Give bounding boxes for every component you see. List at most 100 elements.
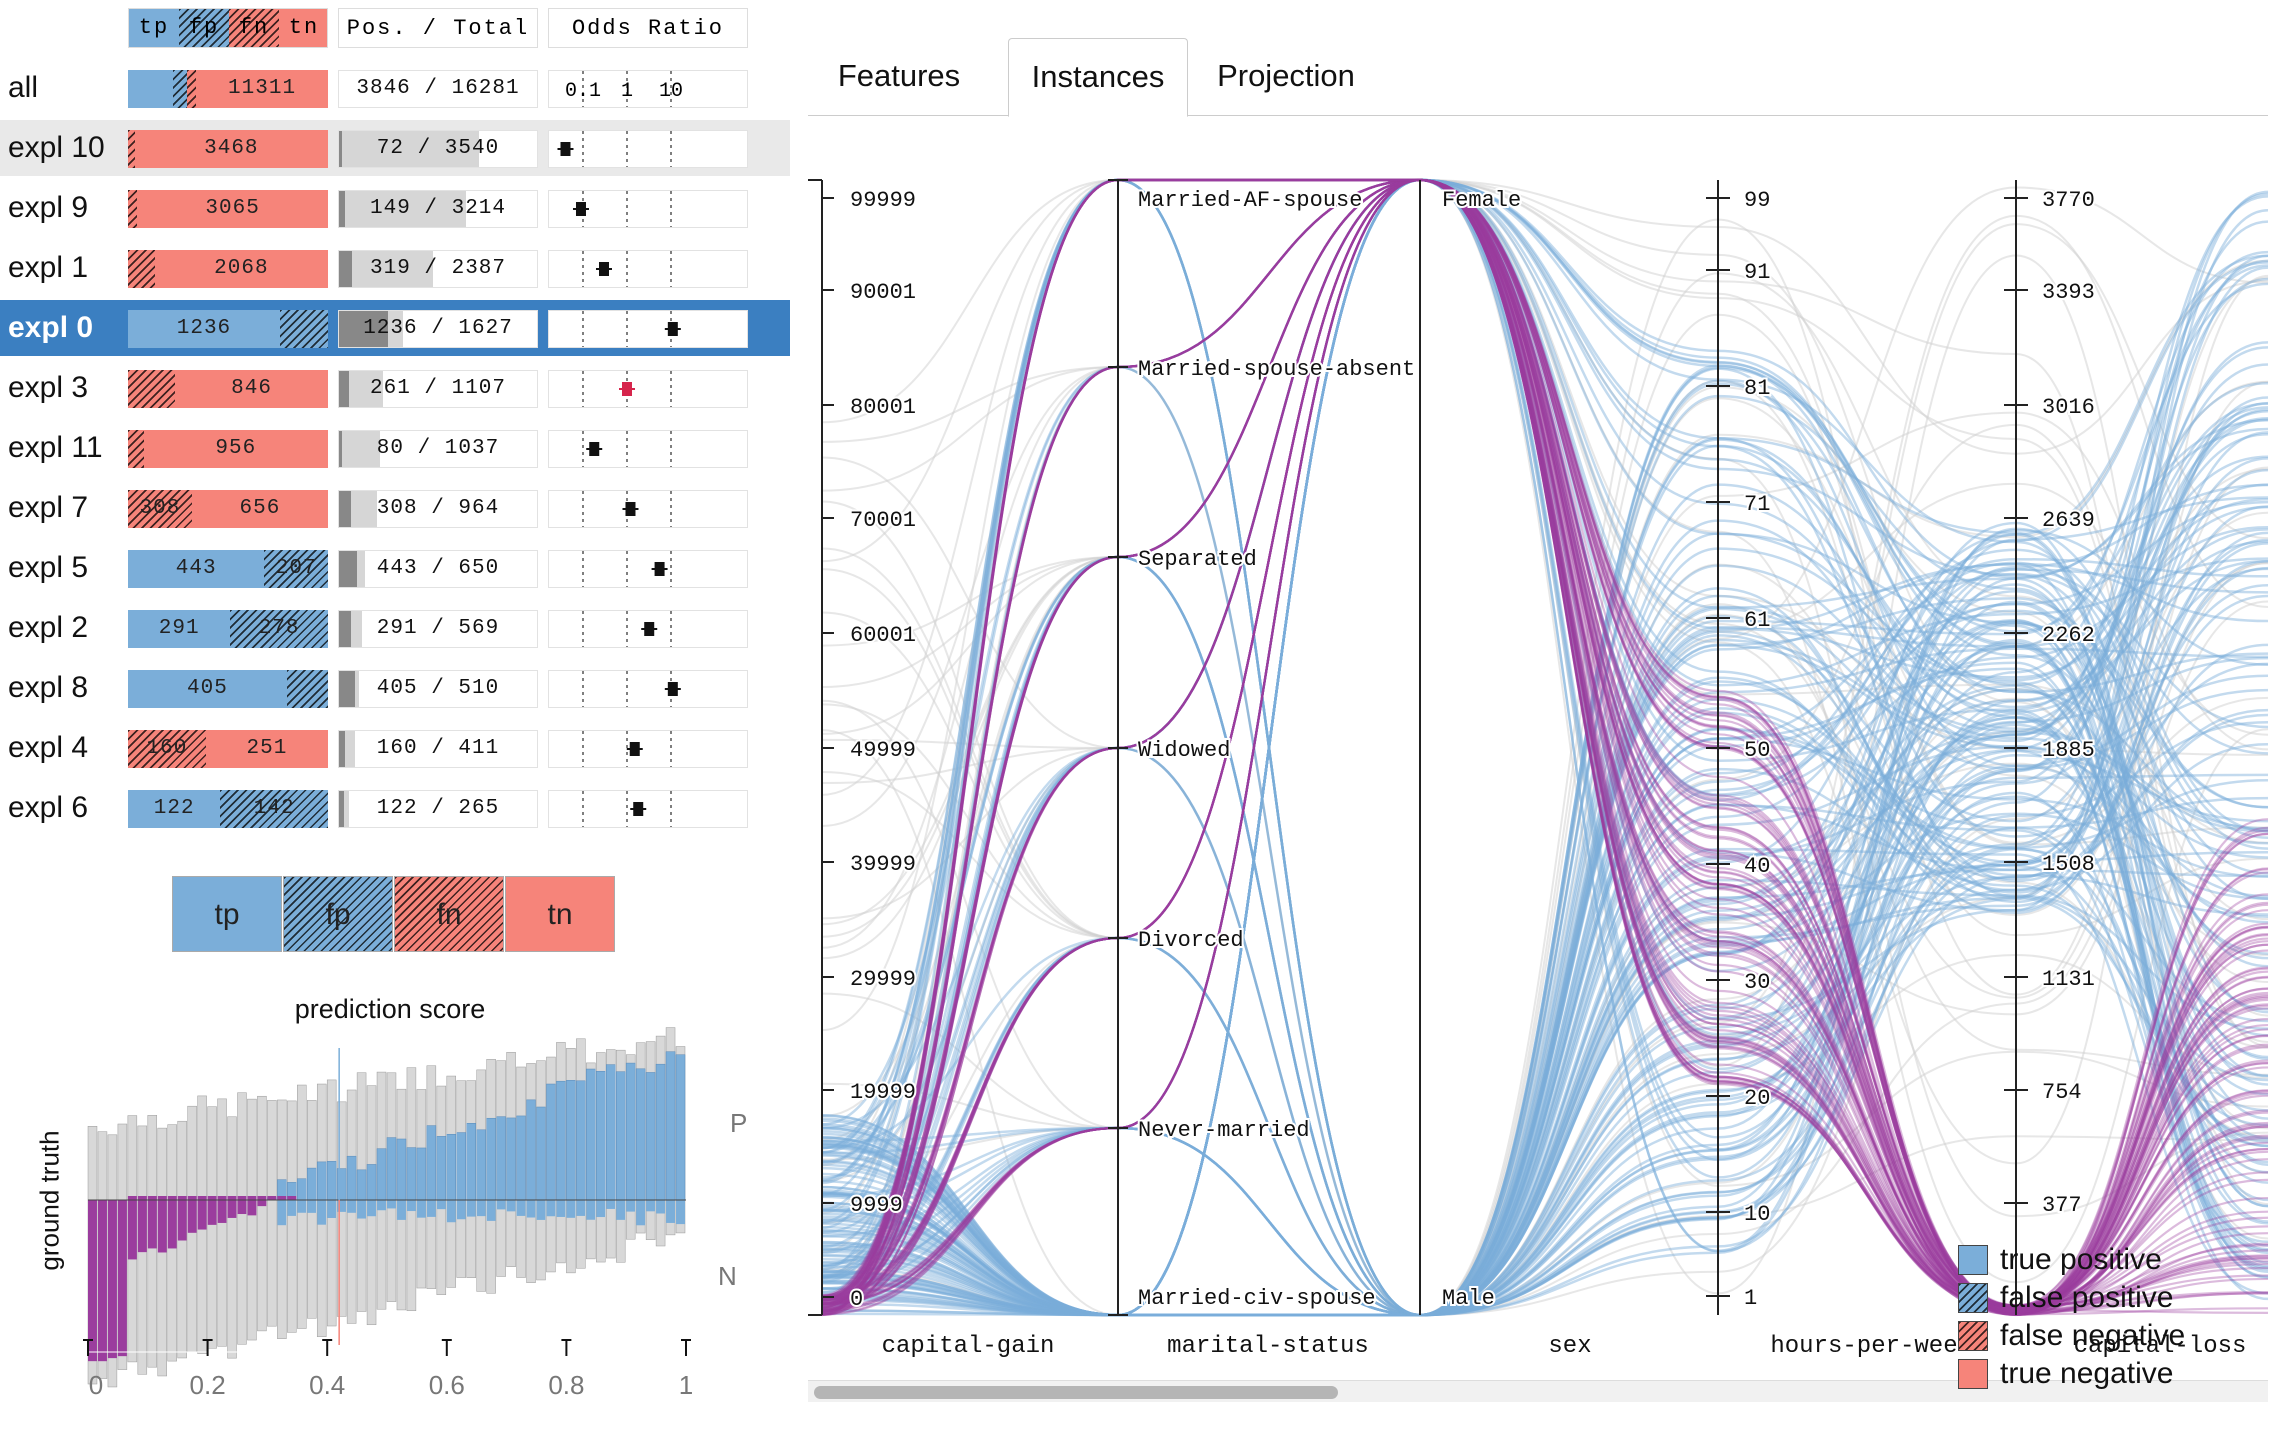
line-blue bbox=[821, 431, 2269, 1317]
hist-bar-positive-gray bbox=[157, 1127, 167, 1201]
bar-segment-fp bbox=[279, 310, 328, 348]
subgroup-row[interactable]: expl 7 308 656 308 / 964 bbox=[0, 480, 790, 536]
subgroup-row[interactable]: expl 11 956 80 / 1037 bbox=[0, 420, 790, 476]
hist-bar-positive-blue bbox=[546, 1083, 556, 1201]
tick-label-hours: 50 bbox=[1744, 738, 1770, 763]
header-fn-label: fn bbox=[238, 15, 270, 40]
odds-ratio-cell bbox=[548, 250, 748, 288]
odds-ratio-cell bbox=[548, 610, 748, 648]
hist-bar-positive-gray bbox=[167, 1124, 177, 1201]
line-blue bbox=[821, 878, 2269, 1317]
positive-fill bbox=[339, 251, 352, 287]
subgroup-row[interactable]: expl 8 405 405 / 510 bbox=[0, 660, 790, 716]
line-purple bbox=[821, 178, 2269, 1316]
pos-total-text: 443 / 650 bbox=[376, 557, 500, 580]
total-fill bbox=[339, 251, 434, 287]
parallel-coordinates[interactable]: 99999 90001 80001 70001 60001 49999 39999 29999… bbox=[808, 0, 2272, 1380]
subgroup-row[interactable]: expl 4 160 251 160 / 411 bbox=[0, 720, 790, 776]
line-purple bbox=[821, 178, 2269, 1316]
pos-total-bar: 291 / 569 bbox=[338, 610, 538, 648]
horizontal-scrollbar[interactable] bbox=[808, 1380, 2268, 1402]
hist-bar-negative-purple bbox=[127, 1200, 137, 1260]
hist-bar-negative-purple bbox=[177, 1200, 187, 1241]
legend-fn[interactable]: fn bbox=[394, 876, 504, 952]
hist-bar-negative-gray bbox=[496, 1199, 506, 1277]
hist-bar-positive-blue bbox=[586, 1068, 596, 1201]
confusion-bar: 1236 bbox=[128, 310, 328, 348]
line-blue bbox=[821, 365, 2269, 1317]
segment-count: 443 bbox=[175, 557, 217, 580]
legend-false-negative-label: false negative bbox=[2000, 1319, 2186, 1352]
hist-bar-positive-blue bbox=[556, 1080, 566, 1201]
hist-bar-positive-gray bbox=[247, 1098, 257, 1201]
category-marital-status: Never-married bbox=[1138, 1118, 1310, 1143]
pos-total-header[interactable]: Pos. / Total bbox=[338, 8, 538, 48]
scrollbar-thumb[interactable] bbox=[814, 1386, 1338, 1399]
hist-bar-positive-purple bbox=[247, 1196, 257, 1200]
legend-tp[interactable]: tp bbox=[172, 876, 282, 952]
hist-bar-negative-blue bbox=[367, 1200, 377, 1217]
odds-ratio-header[interactable]: Odds Ratio bbox=[548, 8, 748, 48]
line-blue bbox=[821, 555, 2269, 1317]
line-gray bbox=[821, 547, 2269, 1317]
tab-instances[interactable]: Instances bbox=[1008, 38, 1188, 117]
subgroup-row[interactable]: expl 10 3468 72 / 3540 bbox=[0, 120, 790, 176]
line-purple bbox=[821, 178, 2269, 1307]
hist-bar-negative-blue bbox=[506, 1200, 516, 1212]
hist-bar-negative-blue bbox=[327, 1200, 337, 1218]
header-tn-label: tn bbox=[288, 15, 320, 40]
odds-ratio-cell: 0.1 1 10 bbox=[548, 70, 748, 108]
hist-bar-positive-purple bbox=[207, 1196, 217, 1200]
hist-bar-negative-purple bbox=[237, 1200, 247, 1215]
tab-features[interactable]: Features bbox=[837, 58, 961, 93]
segment-count: 1236 bbox=[176, 317, 232, 340]
odds-ratio-cell bbox=[548, 370, 748, 408]
line-blue bbox=[821, 572, 2269, 1317]
subgroup-row[interactable]: expl 9 3065 149 / 3214 bbox=[0, 180, 790, 236]
odds-tick-label: 0.1 bbox=[565, 80, 601, 103]
hist-bar-positive-purple bbox=[257, 1196, 267, 1200]
hist-bar-negative-blue bbox=[536, 1200, 546, 1220]
subgroup-row[interactable]: expl 2 291 278 291 / 569 bbox=[0, 600, 790, 656]
tick-label-capital-gain: 9999 bbox=[850, 1193, 903, 1218]
header-fn: fn bbox=[229, 9, 279, 47]
hist-bar-positive-gray bbox=[187, 1105, 197, 1201]
subgroup-row[interactable]: all 11311 3846 / 16281 0.1 1 10 bbox=[0, 60, 790, 116]
hist-bar-positive-gray bbox=[237, 1092, 247, 1201]
header-tn: tn bbox=[279, 9, 327, 47]
positive-fill bbox=[339, 371, 350, 407]
tick-label-capital-gain: 80001 bbox=[850, 395, 916, 420]
total-fill bbox=[339, 431, 380, 467]
pos-total-bar: 160 / 411 bbox=[338, 730, 538, 768]
hist-bar-negative-blue bbox=[416, 1200, 426, 1218]
legend-fp[interactable]: fp bbox=[283, 876, 393, 952]
swatch-tn bbox=[1958, 1359, 1988, 1389]
tick-label-capital-gain: 90001 bbox=[850, 280, 916, 305]
swatch-fn bbox=[1958, 1321, 1988, 1351]
hist-bar-negative-gray bbox=[346, 1199, 357, 1324]
tick-label-capital-loss: 2262 bbox=[2042, 623, 2095, 648]
subgroup-row[interactable]: expl 6 122 142 122 / 265 bbox=[0, 780, 790, 836]
hist-bar-negative-blue bbox=[297, 1200, 307, 1213]
positive-fill bbox=[339, 731, 346, 767]
legend-tn[interactable]: tn bbox=[505, 876, 615, 952]
hist-bar-negative-blue bbox=[526, 1200, 536, 1218]
hist-bar-positive-blue bbox=[366, 1164, 377, 1201]
tick-label-capital-gain: 19999 bbox=[850, 1080, 916, 1105]
subgroup-row[interactable]: expl 3 846 261 / 1107 bbox=[0, 360, 790, 416]
tick-label-capital-loss: 1508 bbox=[2042, 852, 2095, 877]
row-label: expl 6 bbox=[8, 791, 89, 824]
subgroup-row[interactable]: expl 1 2068 319 / 2387 bbox=[0, 240, 790, 296]
pos-total-text: 319 / 2387 bbox=[369, 257, 507, 280]
subgroup-row[interactable]: expl 0 1236 1236 / 1627 bbox=[0, 300, 790, 356]
hist-bar-negative-gray bbox=[376, 1199, 387, 1310]
tick-label-hours: 40 bbox=[1744, 854, 1770, 879]
hist-bar-negative-blue bbox=[337, 1200, 347, 1212]
tab-projection[interactable]: Projection bbox=[1217, 58, 1355, 93]
hist-bar-positive-gray bbox=[127, 1115, 138, 1201]
tick-label-capital-loss: 754 bbox=[2042, 1080, 2082, 1105]
line-blue bbox=[821, 728, 2269, 1317]
segment-count: 846 bbox=[231, 377, 272, 400]
line-blue bbox=[821, 261, 2269, 1317]
subgroup-row[interactable]: expl 5 443 207 443 / 650 bbox=[0, 540, 790, 596]
